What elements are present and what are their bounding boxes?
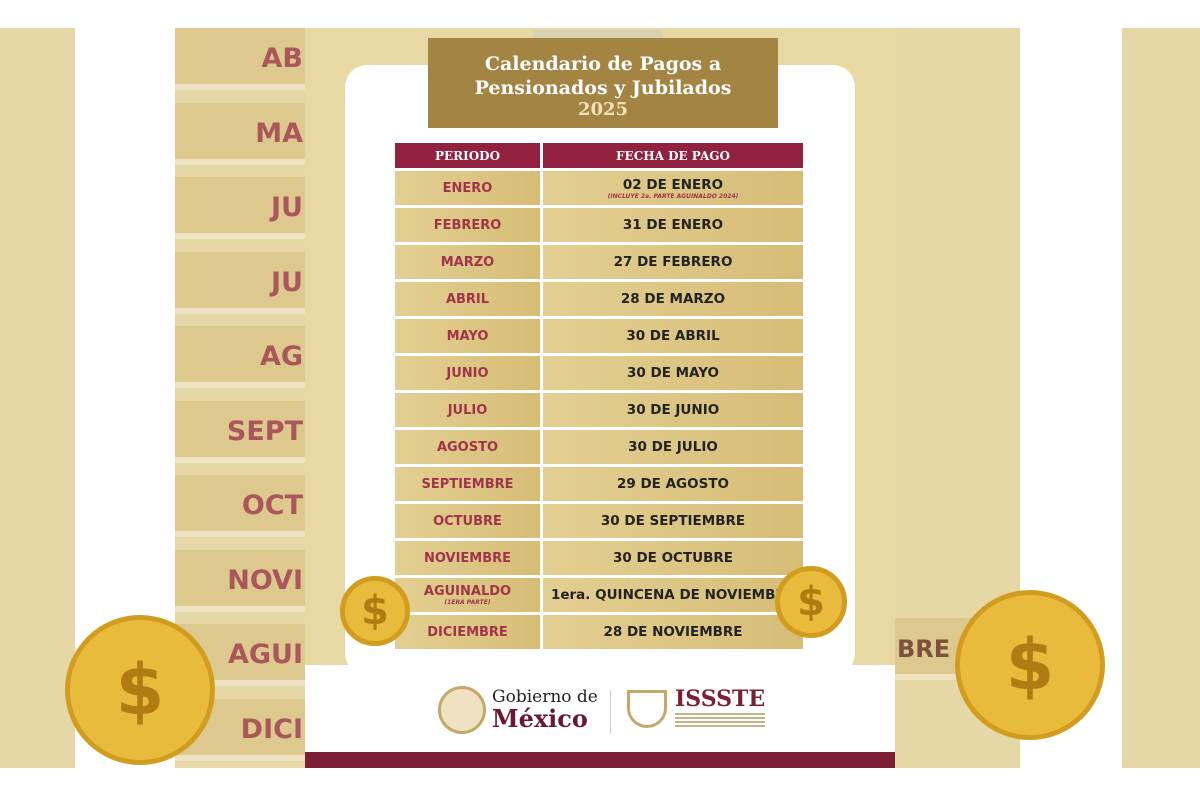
- background-fragment: AG: [175, 326, 305, 388]
- periodo-note: (1ERA PARTE): [444, 599, 491, 606]
- fecha-cell: 30 DE JULIO: [543, 430, 803, 464]
- coin-icon: $: [340, 576, 410, 646]
- issste-logo: ISSSTE: [675, 686, 766, 712]
- periodo-cell: MAYO: [395, 319, 540, 353]
- title-box: Calendario de Pagos a Pensionados y Jubi…: [428, 38, 778, 128]
- table-row: MAYO 30 DE ABRIL: [395, 319, 803, 353]
- periodo-cell: MARZO: [395, 245, 540, 279]
- issste-hands-icon: [627, 690, 667, 728]
- periodo-cell: SEPTIEMBRE: [395, 467, 540, 501]
- periodo-cell: OCTUBRE: [395, 504, 540, 538]
- background-fragment: JU: [175, 177, 305, 239]
- fecha-note: (INCLUYE 2a. PARTE AGUINALDO 2024): [607, 192, 739, 200]
- background-fragment: MA: [175, 102, 305, 165]
- table-row: OCTUBRE 30 DE SEPTIEMBRE: [395, 504, 803, 538]
- periodo-cell: JUNIO: [395, 356, 540, 390]
- issste-subtitle: [675, 713, 765, 727]
- table-row: AGUINALDO (1ERA PARTE) 1era. QUINCENA DE N…: [395, 578, 803, 612]
- fecha-cell: 28 DE MARZO: [543, 282, 803, 316]
- table-row: ENERO 02 DE ENERO (INCLUYE 2a. PARTE AGUIN…: [395, 171, 803, 205]
- title-line1: Calendario de Pagos a: [484, 53, 722, 75]
- coin-icon: $: [65, 615, 215, 765]
- table-row: MARZO 27 DE FEBRERO: [395, 245, 803, 279]
- header-periodo: PERIODO: [395, 143, 540, 168]
- periodo-cell: FEBRERO: [395, 208, 540, 242]
- periodo-cell: DICIEMBRE: [395, 615, 540, 649]
- table-row: JUNIO 30 DE MAYO: [395, 356, 803, 390]
- periodo-cell: ABRIL: [395, 282, 540, 316]
- fecha-cell: 30 DE JUNIO: [543, 393, 803, 427]
- background-fragment: OCT: [175, 475, 305, 537]
- table-row: JULIO 30 DE JUNIO: [395, 393, 803, 427]
- footer: [305, 665, 895, 752]
- fecha-cell: 27 DE FEBRERO: [543, 245, 803, 279]
- periodo-cell: NOVIEMBRE: [395, 541, 540, 575]
- mexico-seal-icon: [438, 686, 486, 734]
- table-row: AGOSTO 30 DE JULIO: [395, 430, 803, 464]
- table-row: SEPTIEMBRE 29 DE AGOSTO: [395, 467, 803, 501]
- fecha-cell: 30 DE ABRIL: [543, 319, 803, 353]
- payment-calendar-card: Calendario de Pagos a Pensionados y Jubi…: [305, 28, 895, 768]
- table-row: ABRIL 28 DE MARZO: [395, 282, 803, 316]
- background-fragment: AB: [175, 28, 305, 90]
- background-fragment: NOVI: [175, 549, 305, 612]
- title-year: 2025: [577, 99, 629, 120]
- header-fecha: FECHA DE PAGO: [543, 143, 803, 168]
- table-row: FEBRERO 31 DE ENERO: [395, 208, 803, 242]
- title-line2: Pensionados y Jubilados: [474, 77, 732, 99]
- coin-icon: $: [955, 590, 1105, 740]
- periodo-cell: AGOSTO: [395, 430, 540, 464]
- periodo-cell: ENERO: [395, 171, 540, 205]
- payment-table: PERIODO FECHA DE PAGO ENERO 02 DE ENERO (I…: [392, 140, 806, 652]
- fecha-cell: 1era. QUINCENA DE NOVIEMBRE: [543, 578, 803, 612]
- footer-bar: [305, 752, 895, 768]
- fecha-cell: 30 DE SEPTIEMBRE: [543, 504, 803, 538]
- background-fragment: SEPT: [175, 400, 305, 463]
- table-row: NOVIEMBRE 30 DE OCTUBRE: [395, 541, 803, 575]
- fecha-cell: 30 DE OCTUBRE: [543, 541, 803, 575]
- fecha-cell: 02 DE ENERO (INCLUYE 2a. PARTE AGUINALDO …: [543, 171, 803, 205]
- background-fragment: JU: [175, 251, 305, 314]
- background-blur-left: [0, 28, 75, 768]
- periodo-cell: AGUINALDO (1ERA PARTE): [395, 578, 540, 612]
- logo-divider: [610, 690, 611, 734]
- coin-icon: $: [775, 566, 847, 638]
- table-row: DICIEMBRE 28 DE NOVIEMBRE: [395, 615, 803, 649]
- fecha-cell: 30 DE MAYO: [543, 356, 803, 390]
- fecha-cell: 31 DE ENERO: [543, 208, 803, 242]
- background-blur-far-right: [1122, 28, 1200, 768]
- gobierno-logo: Gobierno de México: [492, 687, 598, 733]
- fecha-cell: 28 DE NOVIEMBRE: [543, 615, 803, 649]
- periodo-cell: JULIO: [395, 393, 540, 427]
- fecha-cell: 29 DE AGOSTO: [543, 467, 803, 501]
